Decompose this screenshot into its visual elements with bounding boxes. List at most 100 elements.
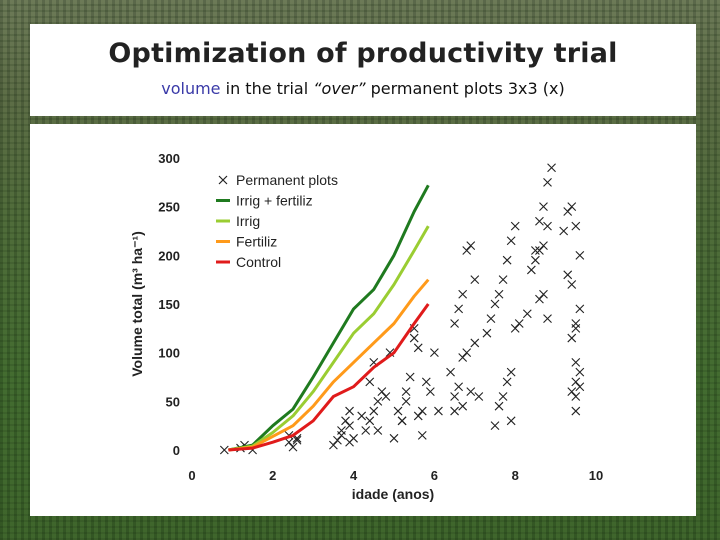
series-line-irrig-fertiliz [228,184,430,452]
x-tick-labels: 0 2 4 6 8 10 [188,468,603,483]
scatter-point [337,431,346,440]
y-tick-label: 250 [158,200,180,215]
x-tick-label: 4 [350,468,358,483]
y-tick-label: 50 [166,394,180,409]
scatter-point [450,392,459,401]
scatter-point [329,440,338,450]
scatter-point [571,323,581,333]
scatter-point [450,406,459,416]
scatter-point [522,309,532,319]
x-tick-label: 0 [188,468,195,483]
scatter-point [389,433,399,443]
title-panel: Optimization of productivity trial volum… [30,24,696,116]
chart-panel: 0 50 100 150 200 250 300 0 2 4 6 8 10 Volume total … [30,124,696,516]
scatter-point [421,377,431,387]
subtitle-text-2: permanent plots 3x3 (x) [365,79,565,98]
scatter-point [531,255,540,265]
scatter-point [543,314,552,323]
scatter-point [474,392,484,401]
legend-label: Irrig [236,213,260,229]
scatter-point [466,241,476,250]
series-lines [228,184,430,452]
scatter-point [470,275,480,285]
scatter-points [219,163,585,455]
scatter-point [494,289,504,299]
scatter-point [535,216,544,226]
scatter-point [454,382,464,392]
scatter-point [417,406,427,416]
scatter-point [361,426,371,435]
x-tick-label: 6 [431,468,438,483]
scatter-point [430,348,439,358]
scatter-point [535,246,544,255]
x-tick-label: 10 [589,468,603,483]
scatter-point [571,221,581,231]
scatter-point [502,255,512,265]
scatter-point [567,202,577,212]
scatter-point [357,411,367,421]
y-axis-label: Volume total (m³ ha⁻¹) [129,231,145,377]
subtitle-volume: volume [161,79,221,98]
scatter-point [381,392,391,401]
scatter-point [454,304,464,314]
legend-marker-permanent-plots [218,175,228,185]
scatter-point [559,226,569,236]
scatter-point [498,275,508,285]
scatter-point [535,294,544,304]
scatter-point [458,353,468,362]
scatter-point [373,426,383,435]
scatter-point [284,437,294,447]
scatter-point [462,348,472,358]
scatter-point [349,433,358,443]
y-tick-label: 300 [158,151,180,166]
subtitle-text-1: in the trial [220,79,314,98]
scatter-point [563,270,573,280]
scatter-point [567,280,577,289]
scatter-point [567,387,577,396]
scatter-point [434,406,443,416]
scatter-point [506,236,516,246]
scatter-point [219,445,229,455]
scatter-point [345,421,354,431]
scatter-point [490,299,500,309]
scatter-point [369,406,379,416]
scatter-point [486,314,496,323]
scatter-point [405,372,415,382]
series-line-irrig [228,225,430,452]
slide-subtitle: volume in the trial “over” permanent plo… [30,79,696,98]
x-axis-label: idade (anos) [352,486,434,502]
scatter-point [393,406,403,416]
scatter-point [401,387,411,396]
scatter-point [539,289,548,299]
scatter-point [567,333,577,343]
subtitle-over: “over” [313,79,366,98]
scatter-point [575,367,585,377]
scatter-point [563,207,573,216]
scatter-point [543,221,552,231]
y-tick-label: 100 [158,346,180,361]
scatter-point [494,401,504,411]
scatter-point [365,416,375,426]
y-tick-label: 200 [158,248,180,263]
scatter-point [345,406,354,416]
scatter-point [547,163,556,173]
x-tick-label: 2 [269,468,276,483]
series-line-control [228,303,430,452]
scatter-point [401,396,411,406]
scatter-point [482,328,492,338]
y-tick-label: 150 [158,297,180,312]
scatter-point [531,246,540,255]
scatter-point [425,387,435,396]
scatter-point [333,435,342,445]
scatter-point [571,358,581,367]
scatter-point [571,392,581,401]
scatter-point [539,241,548,250]
scatter-point [543,177,552,187]
legend-label: Irrig + fertiliz [236,193,313,209]
scatter-point [413,343,423,353]
chart-legend: Permanent plots Irrig + fertiliz Irrig Fert… [216,172,338,270]
scatter-point [446,367,455,377]
scatter-point [571,406,581,416]
series-line-fertiliz [228,278,430,452]
y-tick-labels: 0 50 100 150 200 250 300 [158,151,180,458]
